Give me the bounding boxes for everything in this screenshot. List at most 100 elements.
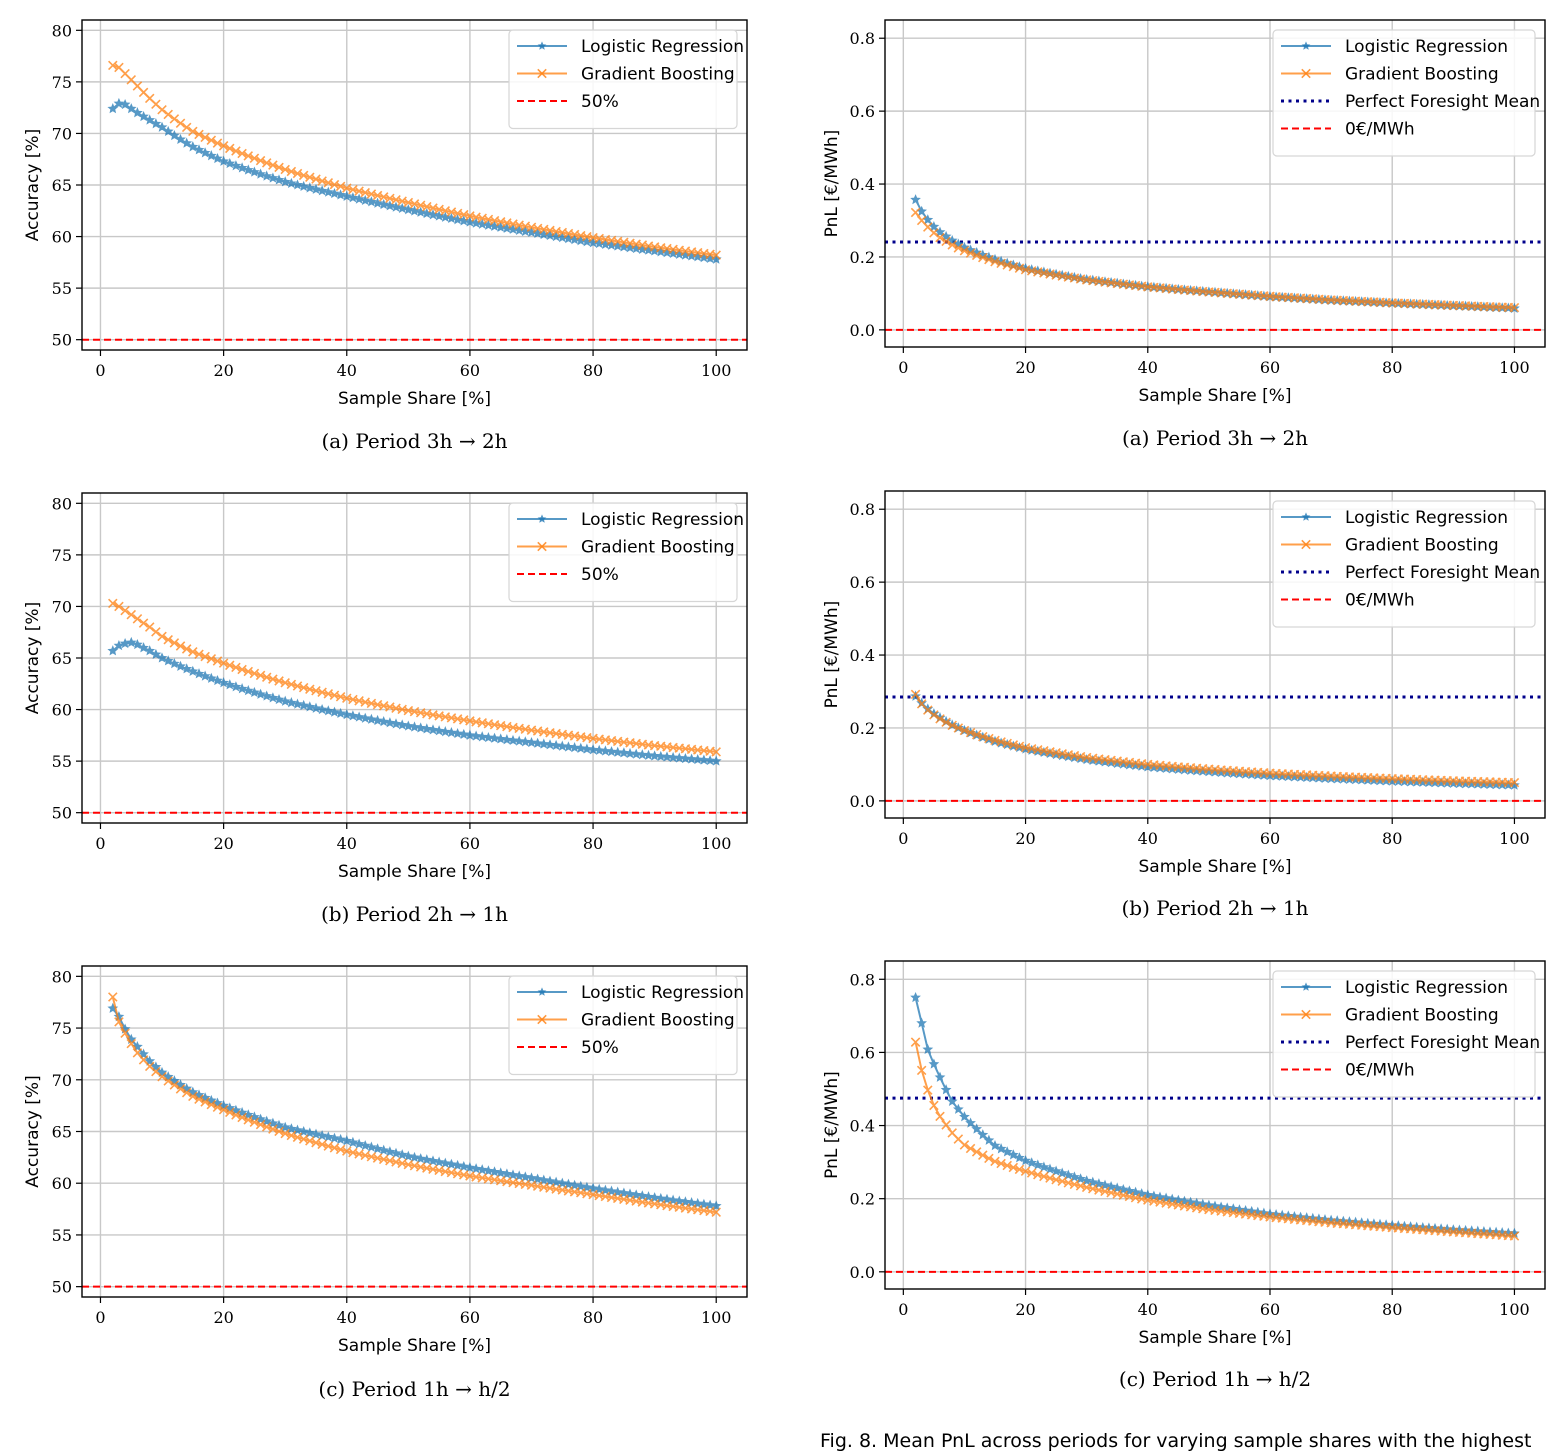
- data-point-x: [231, 146, 241, 156]
- data-point-star: [298, 180, 309, 192]
- data-point-star: [643, 749, 654, 760]
- data-point-x: [268, 160, 278, 170]
- data-point-x: [298, 1134, 309, 1144]
- legend-label: Gradient Boosting: [581, 65, 735, 85]
- x-marker-icon: [537, 541, 547, 552]
- data-point-star: [347, 192, 359, 203]
- data-point-star: [1050, 1165, 1062, 1176]
- x-axis-label: Sample Share [%]: [338, 1336, 491, 1356]
- data-point-star: [1014, 1152, 1025, 1163]
- legend-item: Gradient Boosting: [517, 1011, 735, 1031]
- legend-item: Gradient Boosting: [1281, 65, 1499, 85]
- data-point-star: [600, 745, 611, 756]
- data-point-star: [409, 1151, 420, 1163]
- data-point-x: [206, 654, 217, 664]
- y-tick-label: 55: [52, 279, 72, 298]
- series-logistic-regression: [107, 636, 722, 766]
- data-point-star: [569, 742, 580, 753]
- data-point-star: [415, 722, 426, 733]
- y-tick-label: 50: [52, 1278, 72, 1297]
- data-point-x: [286, 1130, 297, 1141]
- x-tick-label: 100: [1499, 1300, 1530, 1319]
- data-point-x: [286, 166, 297, 177]
- data-point-star: [341, 709, 353, 720]
- data-point-x: [274, 1126, 284, 1137]
- data-point-star: [230, 160, 242, 171]
- data-point-star: [366, 1141, 377, 1152]
- data-point-star: [409, 205, 420, 216]
- data-point-x: [935, 714, 945, 724]
- legend: Logistic Regression Gradient Boosting Perf…: [1272, 500, 1540, 628]
- x-tick-label: 40: [1138, 829, 1158, 848]
- x-tick-label: 80: [583, 361, 603, 380]
- legend: Logistic Regression Gradient Boosting 50%: [508, 975, 744, 1076]
- legend-box: [1272, 970, 1536, 1098]
- x-tick-label: 60: [460, 834, 480, 853]
- y-tick-label: 0.6: [850, 102, 875, 121]
- data-point-star: [132, 107, 143, 118]
- plot-area: [82, 598, 747, 814]
- data-point-x: [157, 104, 167, 115]
- x-tick-label: 20: [1015, 829, 1035, 848]
- plot-frame: [884, 960, 1546, 1290]
- y-tick-label: 0.0: [850, 1263, 875, 1282]
- data-point-star: [959, 1111, 970, 1122]
- data-point-x: [188, 647, 198, 657]
- data-point-x: [200, 1097, 210, 1107]
- data-point-x: [181, 644, 192, 654]
- data-point-star: [359, 712, 371, 723]
- data-point-star: [421, 1154, 433, 1165]
- data-point-x: [959, 245, 970, 256]
- x-tick-label: 40: [337, 361, 357, 380]
- legend-item: Perfect Foresight Mean: [1281, 92, 1540, 112]
- legend-label: Gradient Boosting: [581, 538, 735, 558]
- legend-item: Gradient Boosting: [1281, 1006, 1499, 1026]
- y-tick-label: 0.8: [850, 29, 875, 48]
- data-point-star: [928, 1058, 940, 1069]
- y-tick-label: 0.8: [850, 970, 875, 989]
- data-point-star: [550, 739, 562, 751]
- data-point-star: [119, 637, 131, 649]
- y-tick-label: 60: [52, 228, 72, 247]
- data-point-star: [476, 1164, 488, 1175]
- data-point-x: [935, 1111, 945, 1122]
- data-point-x: [169, 638, 180, 648]
- data-point-x: [910, 689, 921, 700]
- data-point-star: [409, 721, 420, 732]
- chart-pnl-c: 0 20 40 60 80 100 0.0 0.2 0.4 0.6 0.8 Sample Share …: [822, 960, 1546, 1391]
- data-point-x: [114, 601, 124, 612]
- plot-area: [82, 60, 747, 341]
- star-marker-icon: [1301, 982, 1311, 991]
- legend-label: Gradient Boosting: [581, 1011, 735, 1031]
- legend-label: 50%: [581, 565, 619, 585]
- legend-box: [1272, 500, 1536, 628]
- legend-item: Logistic Regression: [517, 37, 744, 57]
- series-gradient-boosting: [910, 207, 1520, 313]
- data-point-x: [323, 178, 334, 188]
- data-point-star: [403, 1150, 414, 1161]
- data-point-star: [1075, 1173, 1086, 1184]
- data-point-star: [396, 719, 408, 730]
- legend-item: 50%: [517, 1038, 619, 1058]
- figure-caption: Fig. 8. Mean PnL across periods for vary…: [820, 1430, 1532, 1452]
- data-point-star: [433, 725, 445, 736]
- data-point-x: [274, 162, 284, 173]
- legend-label: Logistic Regression: [1345, 508, 1508, 528]
- x-tick-label: 60: [1260, 1300, 1280, 1319]
- series-gradient-boosting: [910, 1037, 1520, 1241]
- data-point-star: [347, 710, 359, 721]
- data-point-x: [941, 717, 951, 728]
- series-gradient-boosting: [910, 689, 1520, 788]
- y-tick-label: 0.0: [850, 792, 875, 811]
- data-point-x: [923, 1085, 933, 1095]
- legend: Logistic Regression Gradient Boosting 50%: [508, 29, 744, 130]
- data-point-star: [322, 186, 334, 197]
- data-point-star: [439, 726, 451, 737]
- x-tick-label: 0: [95, 834, 105, 853]
- data-point-star: [513, 1170, 525, 1181]
- data-point-x: [305, 172, 315, 183]
- chart-acc-b: 0 20 40 60 80 100 50 55 60 65 70 75 80 Sample Share […: [23, 492, 748, 926]
- data-point-x: [188, 1091, 198, 1102]
- data-point-star: [335, 1133, 346, 1145]
- data-point-x: [188, 126, 198, 137]
